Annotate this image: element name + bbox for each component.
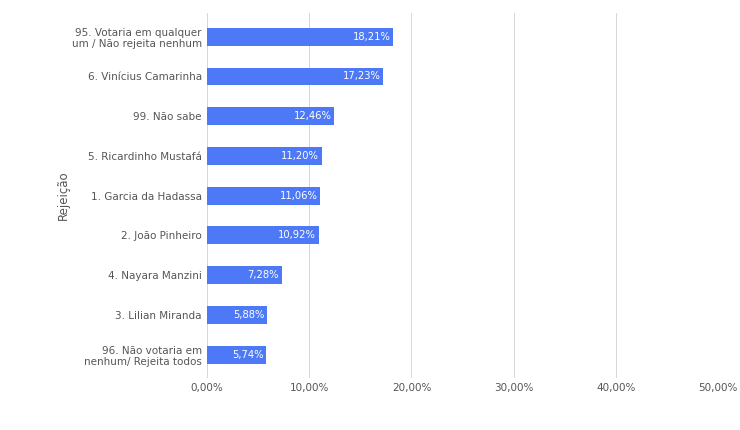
Text: 18,21%: 18,21% <box>353 32 391 42</box>
Bar <box>207 227 319 244</box>
Bar <box>207 187 320 205</box>
Y-axis label: Rejeição: Rejeição <box>57 171 70 221</box>
Text: 7,28%: 7,28% <box>247 270 279 280</box>
Bar <box>207 107 334 125</box>
Bar <box>207 147 322 165</box>
Text: 5,88%: 5,88% <box>233 310 265 320</box>
Text: 5,74%: 5,74% <box>232 350 263 359</box>
Text: 17,23%: 17,23% <box>343 71 380 81</box>
Text: 11,20%: 11,20% <box>281 151 319 161</box>
Bar <box>207 68 383 86</box>
Text: 12,46%: 12,46% <box>294 111 332 121</box>
Bar <box>207 306 267 324</box>
Bar <box>207 28 393 46</box>
Text: 10,92%: 10,92% <box>278 230 316 240</box>
Bar <box>207 266 281 284</box>
Bar <box>207 346 266 363</box>
Text: 11,06%: 11,06% <box>280 190 317 201</box>
